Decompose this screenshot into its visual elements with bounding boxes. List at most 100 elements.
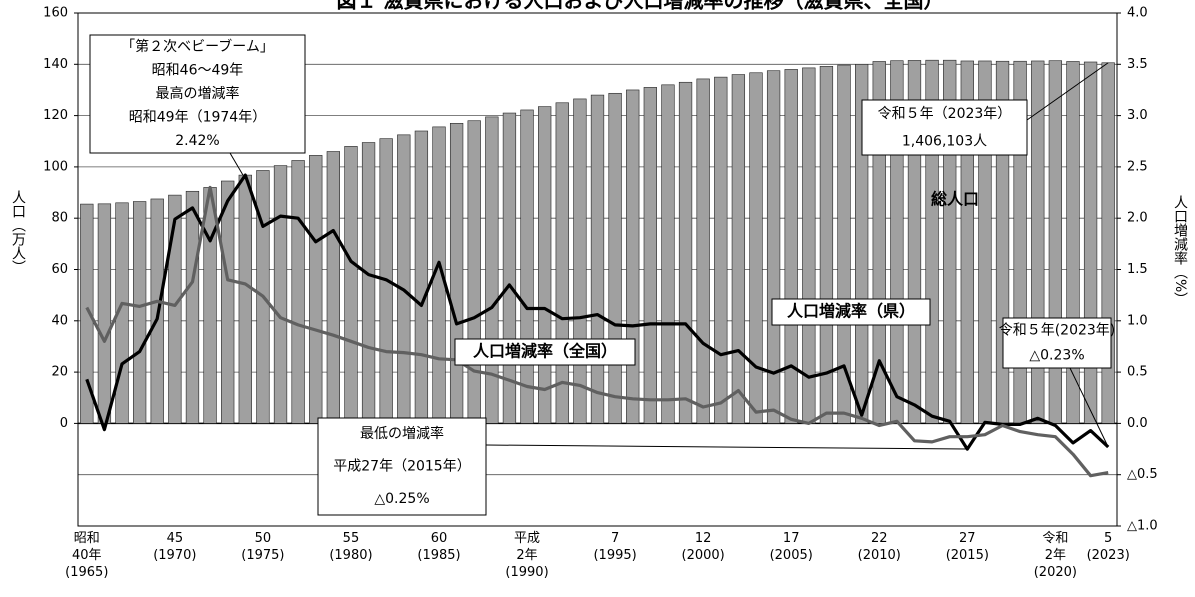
y-tick-label: 60 (51, 262, 68, 277)
chart-title: 図１ 滋賀県における人口および人口増減率の推移（滋賀県、全国） (337, 0, 944, 13)
bar (731, 74, 746, 424)
bar (449, 122, 464, 424)
bar (626, 89, 640, 424)
x-tick-label: 令和 2年 (2020) (1033, 531, 1077, 580)
x-tick-label: 昭和 40年 (1965) (65, 531, 109, 580)
y-tick-label: 140 (43, 57, 68, 72)
x-tick-label: 60 (1985) (417, 531, 461, 563)
annotation-box (861, 99, 1028, 156)
x-tick-label: 平成 2年 (1990) (505, 531, 549, 580)
annotation-box (317, 417, 487, 516)
bar (309, 155, 323, 424)
annotation-text: 1,406,103人 (902, 133, 987, 149)
y2-tick-label: 2.0 (1127, 211, 1148, 226)
bar (467, 120, 481, 424)
series-label: 総人口 (931, 190, 979, 209)
annotation-text: 「第２次ベビーブーム」 (121, 38, 274, 55)
annotation-text: 2.42% (175, 133, 219, 149)
x-tick-label: 5 (2023) (1086, 531, 1130, 563)
bar (238, 174, 252, 424)
bar (80, 203, 94, 424)
annotation-text: △0.25% (374, 491, 429, 507)
bar (273, 165, 288, 424)
bar (344, 146, 358, 424)
y-tick-label: 0 (60, 416, 68, 431)
bar (678, 81, 693, 424)
y2-tick-label: 2.5 (1127, 159, 1148, 174)
bar (714, 76, 728, 424)
bar (608, 92, 622, 424)
bar (185, 190, 200, 424)
x-tick-label: 55 (1980) (329, 531, 373, 563)
bar (837, 64, 851, 424)
bar (168, 194, 182, 424)
bar (819, 66, 834, 424)
bar (784, 69, 798, 424)
annotation-text: 最高の増減率 (156, 85, 240, 102)
y2-tick-label: 3.0 (1127, 108, 1148, 123)
line-series (85, 173, 1110, 451)
bar (115, 202, 129, 424)
bar (414, 130, 429, 424)
bar (802, 67, 816, 424)
y-tick-label: 100 (43, 159, 68, 174)
bar (132, 201, 147, 424)
annotation-text: 令和５年(2023年) (999, 323, 1116, 339)
annotation-text: 昭和49年（1974年） (129, 110, 266, 126)
annotation-text: 昭和46～49年 (152, 62, 244, 78)
bar (397, 134, 411, 424)
x-tick-label: 27 (2015) (945, 531, 989, 563)
annotation-leader (229, 152, 244, 176)
bar (1083, 61, 1098, 424)
x-tick-label: 17 (2005) (769, 531, 813, 563)
x-tick-label: 50 (1975) (241, 531, 285, 563)
series-label: 人口増減率（全国） (473, 342, 617, 361)
annotation-leader (1026, 62, 1109, 121)
bar (291, 160, 305, 424)
y-tick-label: 80 (51, 211, 68, 226)
y-tick-label: 160 (43, 6, 68, 21)
series-label-box (771, 298, 931, 326)
bar (326, 151, 340, 424)
bar (361, 142, 376, 424)
bar (203, 187, 217, 424)
series-label-box (454, 338, 636, 366)
y-tick-label: 20 (51, 365, 68, 380)
y2-tick-label: 1.5 (1127, 262, 1148, 277)
x-tick-label: 45 (1970) (153, 531, 197, 563)
y2-tick-label: 0.0 (1127, 416, 1148, 431)
y2-tick-label: 0.5 (1127, 365, 1148, 380)
bar (520, 109, 534, 424)
bar (573, 98, 587, 424)
y-tick-label: 120 (43, 108, 68, 123)
annotation-text: 最低の増減率 (360, 425, 444, 442)
series-label: 人口増減率（県） (787, 302, 915, 321)
bar (1048, 60, 1063, 424)
y2-tick-label: 3.5 (1127, 57, 1148, 72)
bar (696, 78, 710, 424)
x-tick-label: 22 (2010) (857, 531, 901, 563)
annotation-text: 平成27年（2015年） (333, 459, 470, 475)
x-tick-label: 12 (2000) (681, 531, 725, 563)
bar (97, 203, 112, 424)
y2-tick-label: △0.5 (1127, 467, 1158, 482)
y2-axis-label: 人口増減率（%） (1172, 195, 1188, 307)
bar (555, 102, 569, 424)
annotation-leader (1069, 367, 1109, 448)
y2-tick-label: 1.0 (1127, 313, 1148, 328)
bar (538, 106, 552, 424)
x-tick-label: 7 (1995) (593, 531, 637, 563)
bar (661, 84, 675, 424)
annotation-box (1002, 317, 1112, 369)
annotation-box (89, 34, 306, 154)
bar (643, 87, 657, 424)
annotation-leader (485, 444, 968, 450)
bar (766, 70, 781, 424)
annotation-text: 令和５年（2023年） (878, 106, 1012, 122)
bar (221, 180, 235, 424)
bar (1101, 62, 1115, 424)
y2-tick-label: △1.0 (1127, 519, 1158, 534)
y-axis-label: 人口（万人） (10, 190, 26, 274)
